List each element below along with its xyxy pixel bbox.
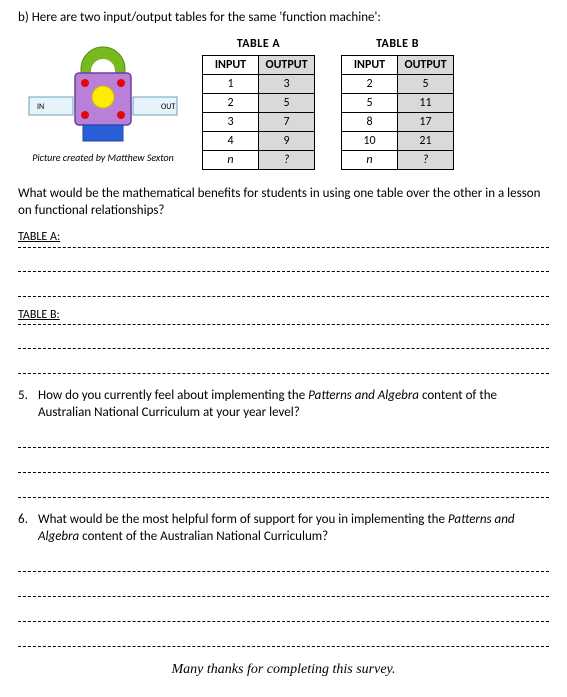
table-a-block: TABLE A INPUT OUTPUT 13253749n?: [202, 37, 315, 171]
machine-column: IN OUT Picture created by Matthew Sexton: [18, 37, 188, 164]
table-cell-output: 3: [259, 75, 315, 94]
answer-line: [18, 558, 549, 572]
q5-text: How do you currently feel about implemen…: [38, 388, 549, 422]
table-cell-input: 5: [342, 94, 398, 113]
main-question: What would be the mathematical benefits …: [18, 186, 549, 220]
table-cell-input: 2: [342, 75, 398, 94]
table-a-title: TABLE A: [202, 37, 315, 53]
machine-caption: Picture created by Matthew Sexton: [18, 151, 188, 164]
answer-line: [18, 335, 549, 349]
table-row: n?: [342, 151, 454, 170]
answer-line: [18, 608, 549, 622]
question-5: 5. How do you currently feel about imple…: [18, 388, 549, 422]
q6-text: What would be the most helpful form of s…: [38, 512, 549, 546]
answer-line: [18, 283, 549, 297]
table-row: 25: [203, 94, 315, 113]
answer-line: [18, 258, 549, 272]
table-row: 49: [203, 132, 315, 151]
table-cell-input: 3: [203, 113, 259, 132]
table-a-label-line: TABLE A:: [18, 230, 549, 248]
table-b-block: TABLE B INPUT OUTPUT 255118171021n?: [341, 37, 454, 171]
top-section: IN OUT Picture created by Matthew Sexton…: [18, 37, 549, 171]
question-6: 6. What would be the most helpful form o…: [18, 512, 549, 546]
table-b-header-input: INPUT: [342, 56, 398, 75]
answer-line: [18, 583, 549, 597]
table-cell-input: n: [203, 151, 259, 170]
table-a: INPUT OUTPUT 13253749n?: [202, 55, 315, 170]
table-cell-output: ?: [259, 151, 315, 170]
intro-text: b) Here are two input/output tables for …: [18, 10, 549, 27]
q5-number: 5.: [18, 388, 32, 422]
answer-line: [18, 434, 549, 448]
table-cell-output: 17: [398, 113, 454, 132]
answer-line: [18, 360, 549, 374]
table-cell-output: ?: [398, 151, 454, 170]
answer-line: [18, 633, 549, 647]
table-cell-input: n: [342, 151, 398, 170]
table-b-title: TABLE B: [341, 37, 454, 53]
function-machine-diagram: IN OUT: [23, 39, 183, 149]
table-b-label-line: TABLE B:: [18, 308, 549, 326]
answer-line: [18, 459, 549, 473]
table-row: 1021: [342, 132, 454, 151]
table-row: 817: [342, 113, 454, 132]
table-cell-output: 7: [259, 113, 315, 132]
table-cell-output: 11: [398, 94, 454, 113]
table-a-header-input: INPUT: [203, 56, 259, 75]
svg-text:IN: IN: [37, 102, 44, 112]
answer-line: [18, 484, 549, 498]
q6-number: 6.: [18, 512, 32, 546]
table-row: 25: [342, 75, 454, 94]
table-cell-output: 5: [259, 94, 315, 113]
table-cell-output: 9: [259, 132, 315, 151]
table-row: 37: [203, 113, 315, 132]
table-cell-input: 10: [342, 132, 398, 151]
table-cell-output: 5: [398, 75, 454, 94]
table-row: 511: [342, 94, 454, 113]
table-b-header-output: OUTPUT: [398, 56, 454, 75]
table-cell-input: 2: [203, 94, 259, 113]
table-cell-input: 4: [203, 132, 259, 151]
tables-container: TABLE A INPUT OUTPUT 13253749n? TABLE B …: [202, 37, 454, 171]
table-row: n?: [203, 151, 315, 170]
table-row: 13: [203, 75, 315, 94]
table-cell-output: 21: [398, 132, 454, 151]
thanks-text: Many thanks for completing this survey.: [18, 661, 549, 679]
table-a-header-output: OUTPUT: [259, 56, 315, 75]
table-cell-input: 8: [342, 113, 398, 132]
svg-text:OUT: OUT: [161, 102, 175, 112]
table-cell-input: 1: [203, 75, 259, 94]
table-b: INPUT OUTPUT 255118171021n?: [341, 55, 454, 170]
